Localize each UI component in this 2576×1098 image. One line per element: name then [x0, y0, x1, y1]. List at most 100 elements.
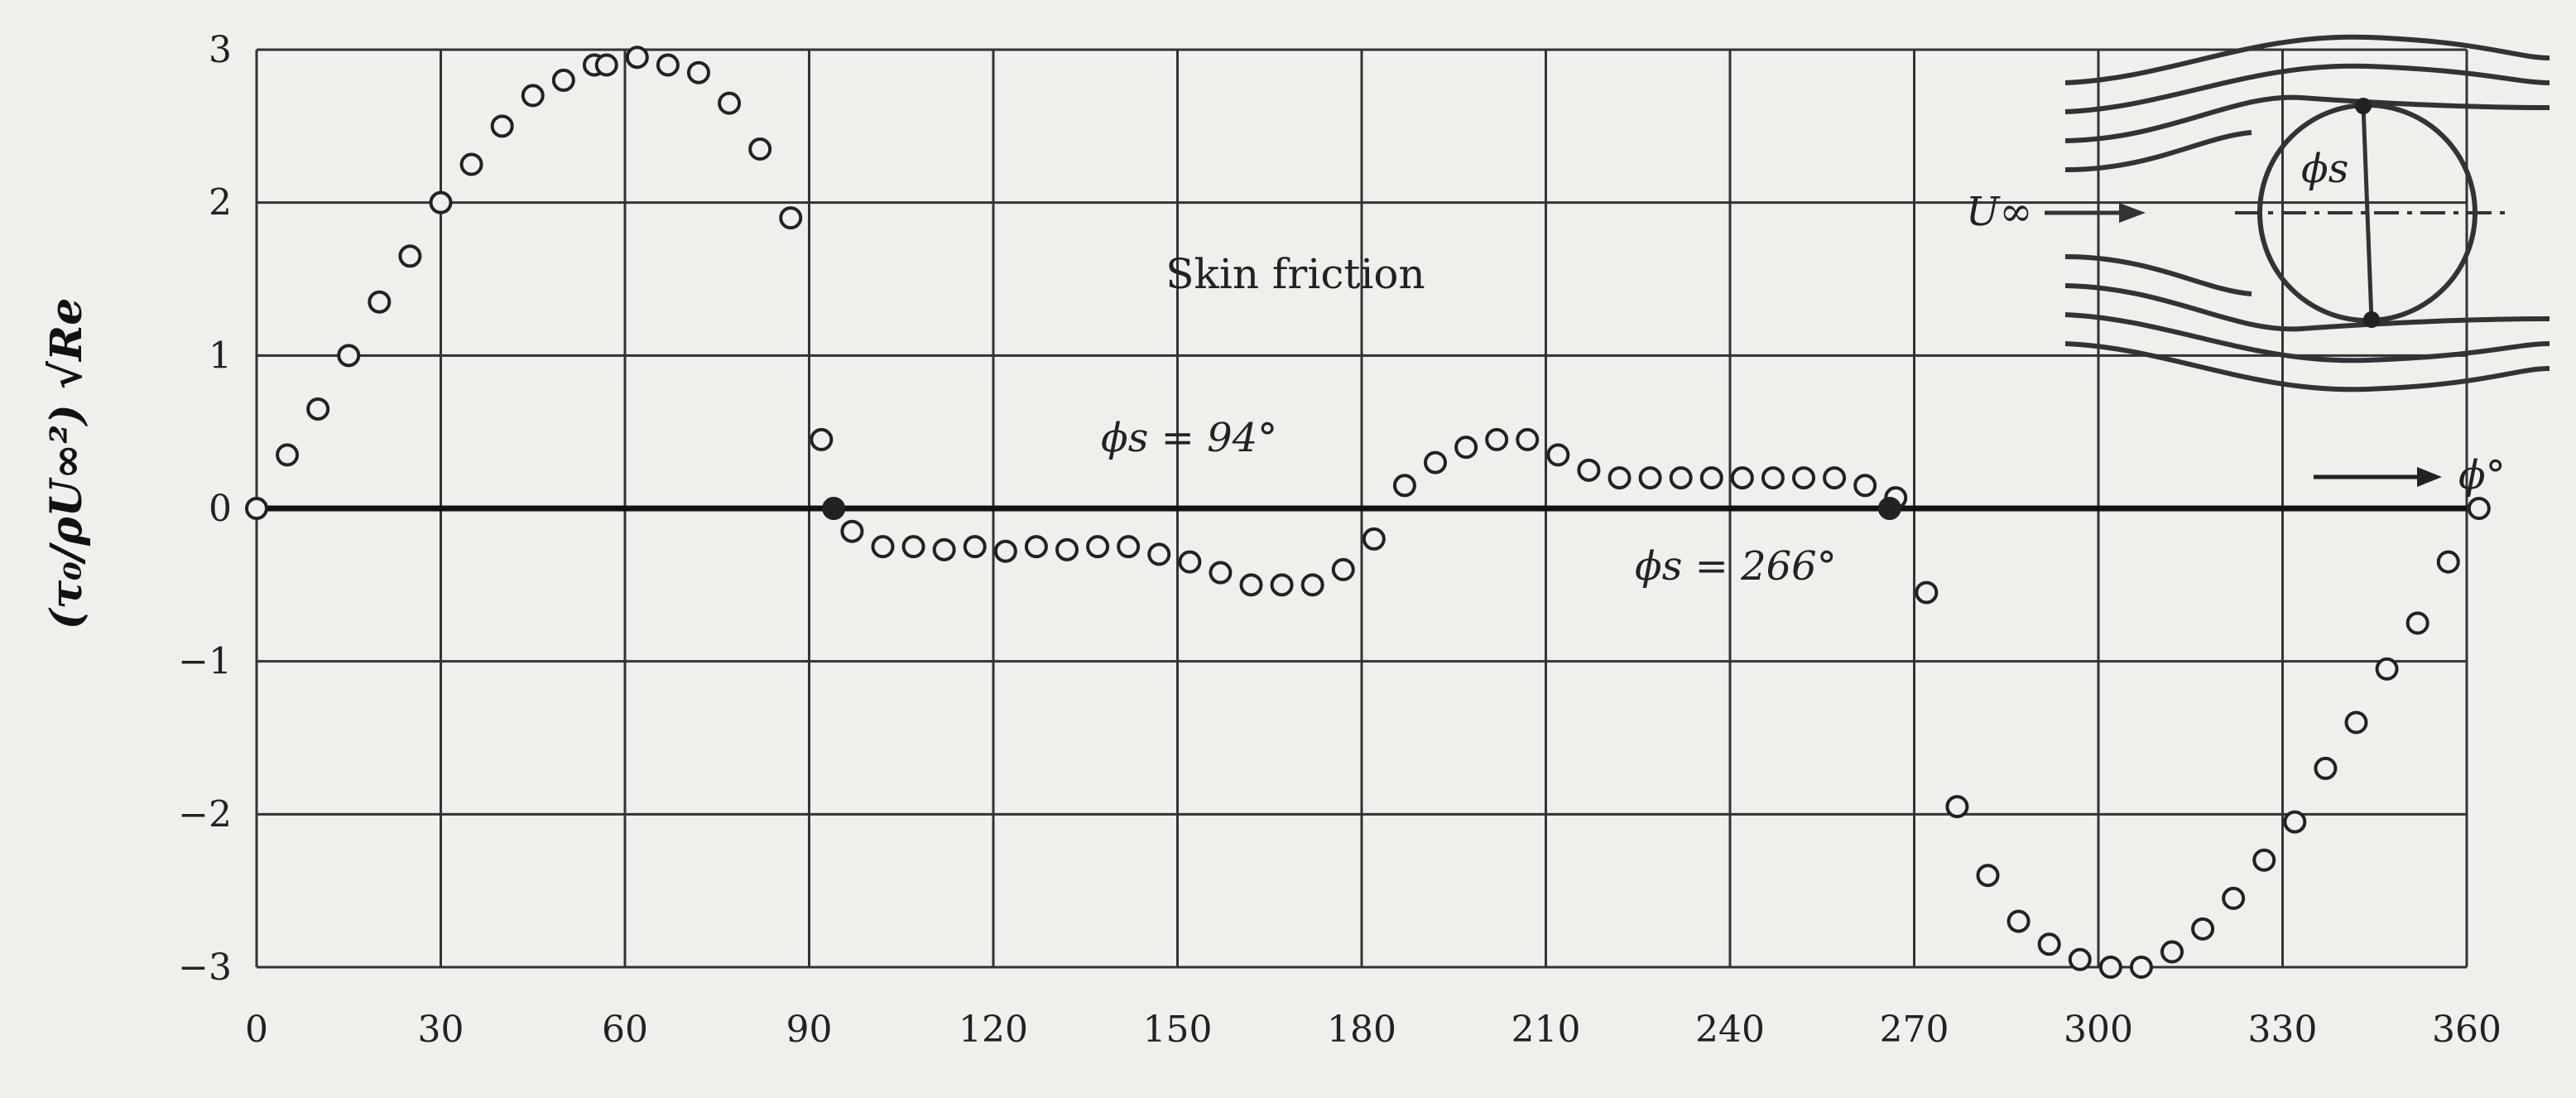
- data-point: [1792, 466, 1815, 490]
- data-point: [1915, 580, 1939, 604]
- data-point: [2467, 497, 2491, 520]
- data-point: [368, 290, 392, 314]
- inset-freestream-label: U∞: [1966, 189, 2032, 235]
- data-point: [2160, 940, 2184, 964]
- data-point: [2252, 848, 2276, 872]
- data-point: [551, 68, 575, 92]
- data-point: [810, 427, 834, 451]
- data-point: [1546, 443, 1570, 467]
- inset-angle-label: ϕs: [2301, 146, 2348, 192]
- data-point: [748, 137, 772, 161]
- y-tick-label: −3: [178, 946, 232, 989]
- data-point: [1178, 550, 1202, 574]
- data-point: [1853, 474, 1877, 498]
- x-tick-label: 330: [2248, 1009, 2318, 1051]
- chart-title: Skin friction: [1165, 250, 1425, 298]
- y-axis-label: (τ₀/ρU∞²) √Re: [41, 298, 92, 630]
- data-point: [1086, 535, 1110, 559]
- data-point: [459, 152, 483, 176]
- x-tick-label: 0: [245, 1009, 268, 1051]
- data-point: [993, 539, 1017, 563]
- data-point: [871, 535, 895, 559]
- x-tick-label: 120: [959, 1009, 1028, 1051]
- data-point: [429, 190, 453, 214]
- data-point: [932, 537, 956, 561]
- data-point: [1516, 427, 1540, 451]
- y-tick-label: 0: [209, 488, 232, 530]
- x-tick-label: 360: [2432, 1009, 2502, 1051]
- data-point: [2222, 886, 2246, 910]
- separation-annotation-94: ϕs = 94°: [1101, 415, 1277, 461]
- x-axis-label: ϕ°: [2458, 452, 2506, 498]
- data-point: [2006, 909, 2031, 933]
- y-tick-label: −2: [178, 793, 232, 836]
- x-tick-labels: 0 30 60 90 120 150 180 210 240 270 300 330 360: [245, 1009, 2502, 1051]
- data-point: [1761, 466, 1785, 490]
- data-point: [1270, 573, 1294, 597]
- data-point: [1362, 527, 1386, 551]
- data-point: [1454, 436, 1478, 460]
- data-point: [1392, 474, 1416, 498]
- y-tick-label: 2: [209, 182, 232, 224]
- data-point: [1117, 535, 1141, 559]
- data-point: [594, 53, 618, 77]
- data-point: [490, 114, 514, 138]
- data-point: [1669, 466, 1693, 490]
- data-point: [1976, 864, 2000, 888]
- cylinder-flow-inset: [2045, 34, 2550, 392]
- data-point: [1638, 466, 1662, 490]
- data-point: [901, 535, 925, 559]
- data-point: [2129, 956, 2153, 979]
- data-point: [718, 91, 742, 115]
- x-tick-label: 300: [2064, 1009, 2133, 1051]
- data-point: [656, 53, 680, 77]
- x-axis-arrow: [2314, 467, 2442, 487]
- x-tick-label: 270: [1880, 1009, 1949, 1051]
- data-point: [337, 344, 361, 368]
- y-tick-label: 1: [209, 335, 232, 377]
- data-point: [1300, 573, 1324, 597]
- x-tick-label: 150: [1143, 1009, 1213, 1051]
- data-point: [1577, 458, 1601, 482]
- y-tick-labels: 3 2 1 0 −1 −2 −3: [178, 29, 232, 989]
- data-point: [1823, 466, 1847, 490]
- data-point: [687, 60, 710, 84]
- data-point: [1024, 535, 1048, 559]
- x-tick-label: 60: [602, 1009, 648, 1051]
- data-point: [2436, 550, 2460, 574]
- y-tick-label: 3: [209, 29, 232, 71]
- data-point: [1945, 795, 1969, 819]
- data-point: [625, 46, 649, 70]
- data-point: [1055, 537, 1079, 561]
- data-point: [2375, 657, 2399, 681]
- data-point: [2314, 756, 2338, 780]
- inset-separation-bottom: [2363, 311, 2380, 328]
- data-point: [1608, 466, 1632, 490]
- separation-point: [1877, 497, 1901, 520]
- x-tick-label: 90: [786, 1009, 833, 1051]
- data-point: [306, 397, 330, 421]
- y-tick-label: −1: [178, 641, 232, 683]
- separation-point: [822, 497, 846, 520]
- data-point: [1424, 450, 1447, 474]
- data-point: [1239, 573, 1263, 597]
- data-point: [245, 497, 268, 520]
- x-tick-label: 210: [1511, 1009, 1581, 1051]
- data-point: [2344, 710, 2368, 734]
- data-point: [779, 206, 803, 230]
- data-point: [963, 535, 987, 559]
- data-point: [2068, 947, 2092, 971]
- data-point: [1730, 466, 1754, 490]
- inset-separation-top: [2355, 98, 2372, 114]
- data-point: [1699, 466, 1723, 490]
- data-point: [276, 443, 300, 467]
- grid-lines: [255, 48, 2468, 969]
- x-tick-label: 240: [1695, 1009, 1765, 1051]
- data-point: [1331, 557, 1355, 581]
- data-points: [245, 46, 2491, 979]
- data-point: [2283, 810, 2307, 834]
- separation-annotation-266: ϕs = 266°: [1635, 543, 1837, 590]
- data-point: [840, 519, 864, 543]
- data-point: [2405, 611, 2429, 635]
